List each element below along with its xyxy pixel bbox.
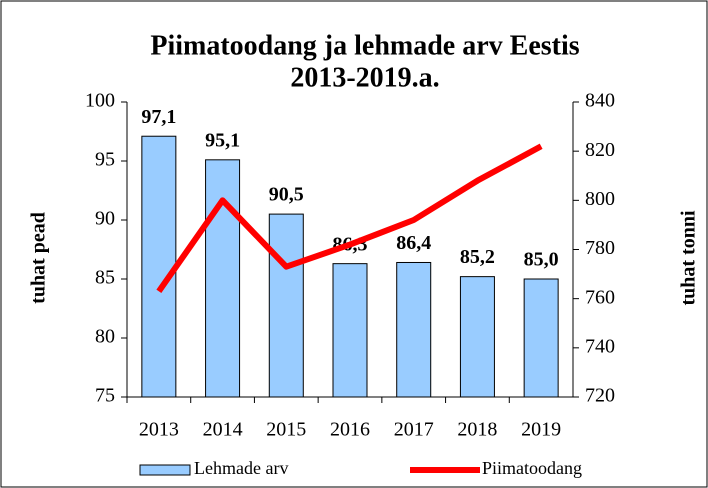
value-label: 85,0 — [524, 249, 559, 271]
bar — [459, 276, 495, 398]
x-tick-label: 2018 — [457, 419, 497, 441]
bar — [268, 213, 304, 398]
bar — [523, 278, 559, 398]
y-tick-label: 90 — [95, 208, 115, 230]
y-tick-label: 85 — [95, 267, 115, 289]
y-tick-label: 75 — [95, 385, 115, 407]
y2-tick-label: 800 — [585, 188, 615, 210]
value-label: 86,4 — [396, 232, 431, 254]
y2-tick-label: 820 — [585, 139, 615, 161]
line — [156, 143, 543, 294]
y-axis-label: tuhat pead — [28, 212, 50, 304]
value-label: 90,5 — [269, 184, 304, 206]
y2-tick-label: 760 — [585, 286, 615, 308]
y-tick-label: 95 — [95, 149, 115, 171]
x-tick-label: 2015 — [266, 419, 306, 441]
x-tick-label: 2014 — [203, 419, 243, 441]
value-label: 97,1 — [141, 106, 176, 128]
bar — [332, 263, 368, 398]
y2-tick-label: 720 — [585, 385, 615, 407]
legend-swatch — [139, 464, 191, 476]
chart-title: 2013-2019.a. — [290, 62, 439, 93]
legend-label: Piimatoodang — [482, 458, 582, 478]
x-tick-label: 2017 — [394, 419, 434, 441]
bar — [205, 159, 241, 398]
x-tick-label: 2019 — [521, 419, 561, 441]
y2-tick-label: 840 — [585, 90, 615, 112]
y2-tick-label: 740 — [585, 335, 615, 357]
value-label: 95,1 — [205, 129, 240, 151]
y2-tick-label: 780 — [585, 237, 615, 259]
chart-title: Piimatoodang ja lehmade arv Eestis — [150, 30, 579, 61]
value-label: 85,2 — [460, 246, 495, 268]
x-tick-label: 2016 — [330, 419, 370, 441]
bar — [141, 135, 177, 398]
legend-label: Lehmade arv — [194, 458, 288, 478]
x-tick-label: 2013 — [139, 419, 179, 441]
y-tick-label: 80 — [95, 326, 115, 348]
bar — [396, 261, 432, 398]
y2-axis-label: tuhat tonni — [678, 210, 700, 305]
y-tick-label: 100 — [85, 90, 115, 112]
